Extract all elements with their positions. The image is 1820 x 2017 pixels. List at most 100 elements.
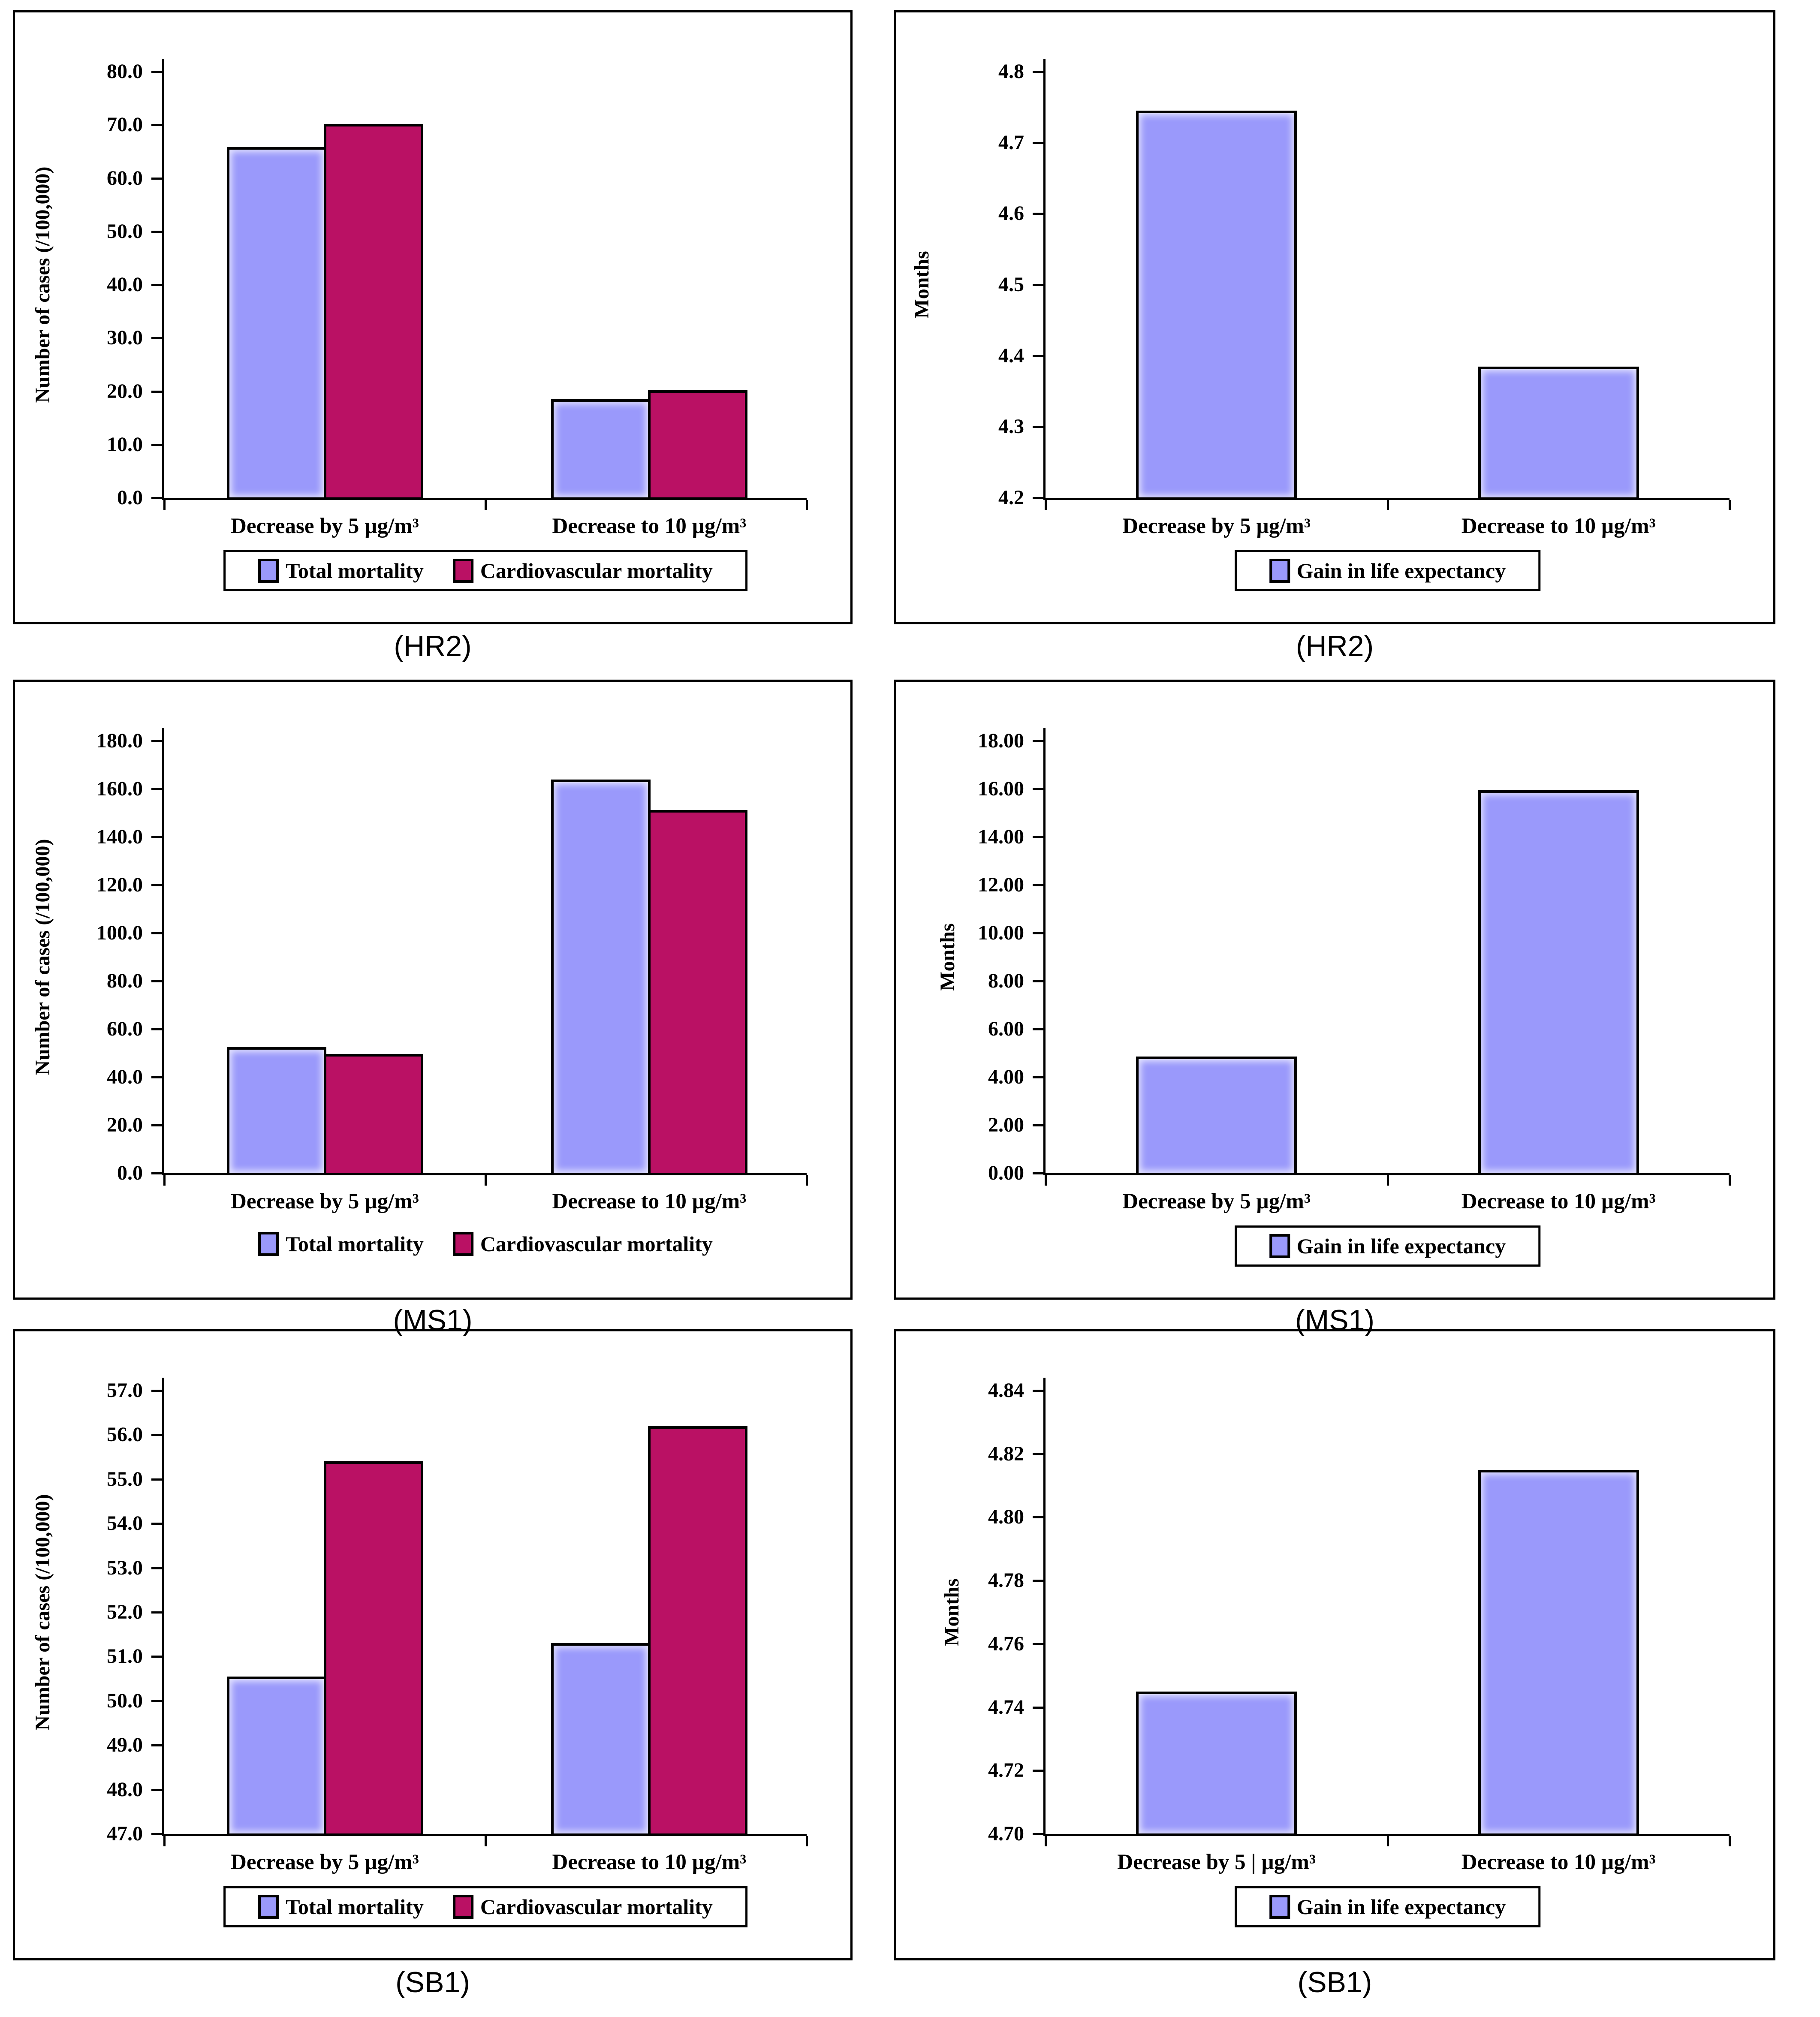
y-tick — [151, 1028, 162, 1030]
chart-ms1-life-expectancy: 0.00 2.00 4.00 6.00 8.00 10.00 12.00 14.00 16.00… — [894, 680, 1775, 1300]
legend-item: Total mortality — [258, 1231, 424, 1256]
y-tick — [151, 1656, 162, 1658]
y-tick-label: 10.0 — [107, 433, 143, 456]
y-axis-title: Months — [940, 1578, 963, 1646]
y-tick — [1033, 788, 1043, 790]
y-tick-label: 4.6 — [998, 202, 1024, 225]
legend: Total mortality Cardiovascular mortality — [223, 550, 747, 591]
y-axis-line — [1043, 728, 1046, 1175]
y-tick — [1033, 497, 1043, 499]
legend-label: Gain in life expectancy — [1296, 559, 1506, 583]
x-tick — [163, 500, 166, 510]
y-tick — [1033, 141, 1043, 144]
y-tick — [1033, 1390, 1043, 1392]
bar-ms1-life-expectancy-0-0 — [1136, 1057, 1297, 1175]
bar-hr2-mortality-1-1 — [648, 390, 747, 500]
y-tick — [1033, 1833, 1043, 1835]
bar-sb1-mortality-0-1 — [323, 1461, 423, 1836]
bar-hr2-mortality-1-0 — [551, 399, 651, 500]
x-tick — [1386, 1836, 1389, 1846]
y-tick-label: 160.0 — [96, 777, 143, 800]
y-tick-label: 4.70 — [988, 1822, 1024, 1845]
y-tick — [151, 1611, 162, 1614]
y-tick-label: 140.0 — [96, 825, 143, 848]
x-category-label: Decrease to 10 µg/m³ — [552, 1189, 747, 1213]
y-tick-label: 4.72 — [988, 1759, 1024, 1782]
legend-item: Cardiovascular mortality — [452, 558, 713, 583]
y-tick-label: 60.0 — [107, 1018, 143, 1040]
bar-ms1-mortality-0-0 — [226, 1047, 326, 1175]
y-tick — [1033, 355, 1043, 357]
x-category-label: Decrease by 5 µg/m³ — [1122, 1189, 1311, 1213]
x-axis-line — [1046, 1173, 1730, 1175]
y-tick — [151, 740, 162, 742]
y-tick — [151, 230, 162, 233]
bar-hr2-life-expectancy-0-0 — [1136, 111, 1297, 500]
y-tick — [1033, 1706, 1043, 1709]
y-tick-label: 52.0 — [107, 1601, 143, 1623]
y-tick — [151, 836, 162, 838]
y-tick — [151, 884, 162, 886]
legend-swatch — [1269, 559, 1290, 583]
y-tick — [1033, 213, 1043, 215]
y-axis-title: Number of cases (/100,000) — [31, 839, 54, 1075]
y-tick — [151, 980, 162, 982]
y-tick — [151, 1434, 162, 1436]
legend-swatch — [452, 1895, 473, 1919]
y-axis-line — [162, 728, 164, 1175]
y-tick-label: 40.0 — [107, 273, 143, 296]
legend-label: Total mortality — [286, 559, 424, 583]
y-tick — [1033, 1516, 1043, 1519]
y-tick — [1033, 1453, 1043, 1455]
y-tick-label: 16.00 — [978, 777, 1024, 800]
y-tick — [151, 932, 162, 934]
y-tick — [1033, 884, 1043, 886]
y-tick-label: 30.0 — [107, 326, 143, 349]
chart-ms1-mortality: 0.0 20.0 40.0 60.0 80.0 100.0 120.0 140.0 160.0 1… — [13, 680, 853, 1300]
legend-item: Total mortality — [258, 1894, 424, 1919]
y-tick-label: 47.0 — [107, 1822, 143, 1845]
bar-ms1-mortality-1-1 — [648, 810, 747, 1175]
y-tick — [151, 1390, 162, 1392]
y-axis-line — [1043, 1378, 1046, 1836]
legend-label: Cardiovascular mortality — [480, 1232, 713, 1256]
y-tick-label: 55.0 — [107, 1467, 143, 1490]
legend-item: Gain in life expectancy — [1269, 1234, 1506, 1258]
bar-hr2-mortality-0-0 — [226, 147, 326, 500]
legend-swatch — [258, 1895, 279, 1919]
bar-ms1-mortality-1-0 — [551, 779, 651, 1175]
y-tick — [1033, 740, 1043, 742]
legend-label: Gain in life expectancy — [1296, 1234, 1506, 1258]
legend: Gain in life expectancy — [1234, 1886, 1541, 1927]
x-axis-line — [1046, 1834, 1730, 1836]
x-category-label: Decrease to 10 µg/m³ — [1461, 1850, 1656, 1874]
y-tick — [151, 337, 162, 340]
y-tick-label: 51.0 — [107, 1645, 143, 1668]
x-tick — [485, 1836, 487, 1846]
y-tick-label: 20.0 — [107, 379, 143, 403]
y-tick-label: 4.3 — [998, 415, 1024, 438]
bar-sb1-mortality-1-1 — [648, 1426, 747, 1836]
legend-label: Total mortality — [286, 1232, 424, 1256]
y-tick-label: 120.0 — [96, 873, 143, 896]
x-tick — [485, 500, 487, 510]
y-axis-title: Number of cases (/100,000) — [31, 166, 54, 403]
y-tick-label: 80.0 — [107, 60, 143, 83]
chart-caption: (MS1) — [1295, 1304, 1375, 1337]
y-axis-title: Number of cases (/100,000) — [31, 1494, 54, 1731]
y-tick — [1033, 284, 1043, 286]
x-category-label: Decrease to 10 µg/m³ — [552, 1850, 747, 1874]
y-tick — [151, 1523, 162, 1525]
x-category-label: Decrease by 5 µg/m³ — [231, 1850, 419, 1874]
y-tick-label: 4.4 — [998, 344, 1024, 367]
legend-item: Total mortality — [258, 558, 424, 583]
bar-hr2-mortality-0-1 — [323, 123, 423, 500]
chart-caption: (HR2) — [1296, 630, 1374, 662]
y-axis-line — [162, 1378, 164, 1836]
y-tick-label: 54.0 — [107, 1512, 143, 1535]
legend-swatch — [452, 559, 473, 583]
chart-caption: (HR2) — [394, 630, 472, 662]
x-axis-line — [164, 1834, 807, 1836]
y-tick-label: 49.0 — [107, 1734, 143, 1757]
y-tick-label: 4.78 — [988, 1569, 1024, 1592]
